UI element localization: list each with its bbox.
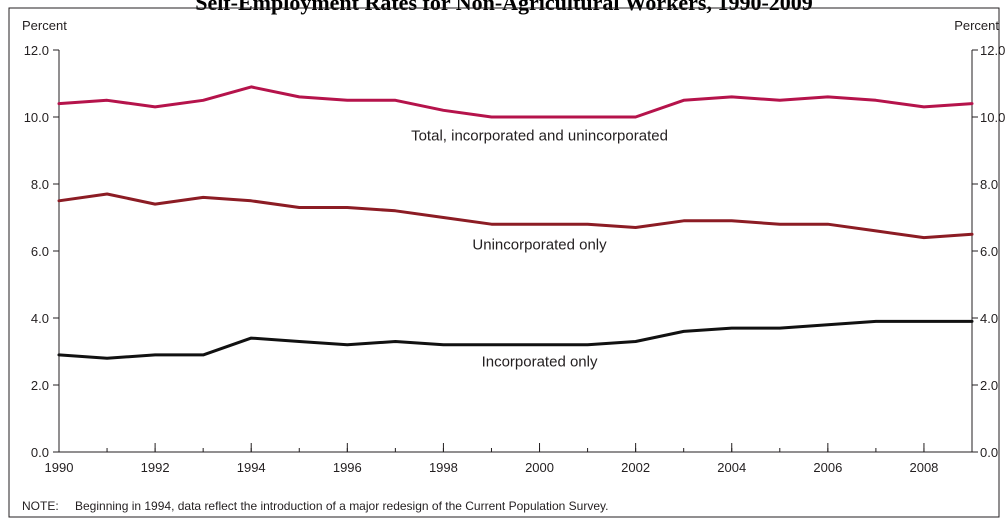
chart-title: Self-Employment Rates for Non-Agricultur… [195,0,813,15]
note: NOTE: Beginning in 1994, data reflect th… [22,499,608,513]
x-tick-label: 1992 [141,460,170,475]
x-tick-label: 2000 [525,460,554,475]
y-axis-label-right: Percent [954,18,999,33]
x-tick-label: 2008 [909,460,938,475]
x-tick-label: 1996 [333,460,362,475]
y-tick-label-right: 10.0 [980,110,1005,125]
series-labels: Total, incorporated and unincorporated Un… [411,127,668,370]
series-label: Unincorporated only [472,236,607,253]
y-axis-label-left: Percent [22,18,67,33]
x-tick-label: 2004 [717,460,746,475]
x-tick-label: 1994 [237,460,266,475]
series-label: Total, incorporated and unincorporated [411,127,668,144]
series-group [57,85,974,360]
x-tick-label: 2002 [621,460,650,475]
y-tick-label-right: 4.0 [980,311,998,326]
x-tick-label: 1990 [45,460,74,475]
series-label: Incorporated only [482,354,598,371]
y-tick-label-right: 2.0 [980,378,998,393]
x-tick-label: 1998 [429,460,458,475]
y-tick-label-left: 2.0 [31,378,49,393]
y-tick-label-left: 4.0 [31,311,49,326]
series-line [57,319,974,360]
x-tick-label: 2006 [813,460,842,475]
y-tick-label-left: 0.0 [31,445,49,460]
chart-frame [8,7,1000,518]
ticks: 0.0 0.0 2.0 2.0 4.0 4.0 6.0 6.0 8.0 8.0 10.0 10.0 12… [24,43,1006,475]
y-tick-label-left: 10.0 [24,110,49,125]
note-text: Beginning in 1994, data reflect the intr… [75,499,608,513]
y-tick-label-right: 8.0 [980,177,998,192]
series-line [57,192,974,240]
y-tick-label-left: 12.0 [24,43,49,58]
note-label: NOTE: [22,499,59,513]
y-tick-label-left: 6.0 [31,244,49,259]
series-line [57,85,974,119]
y-tick-label-left: 8.0 [31,177,49,192]
y-tick-label-right: 12.0 [980,43,1005,58]
y-tick-label-right: 0.0 [980,445,998,460]
y-tick-label-right: 6.0 [980,244,998,259]
